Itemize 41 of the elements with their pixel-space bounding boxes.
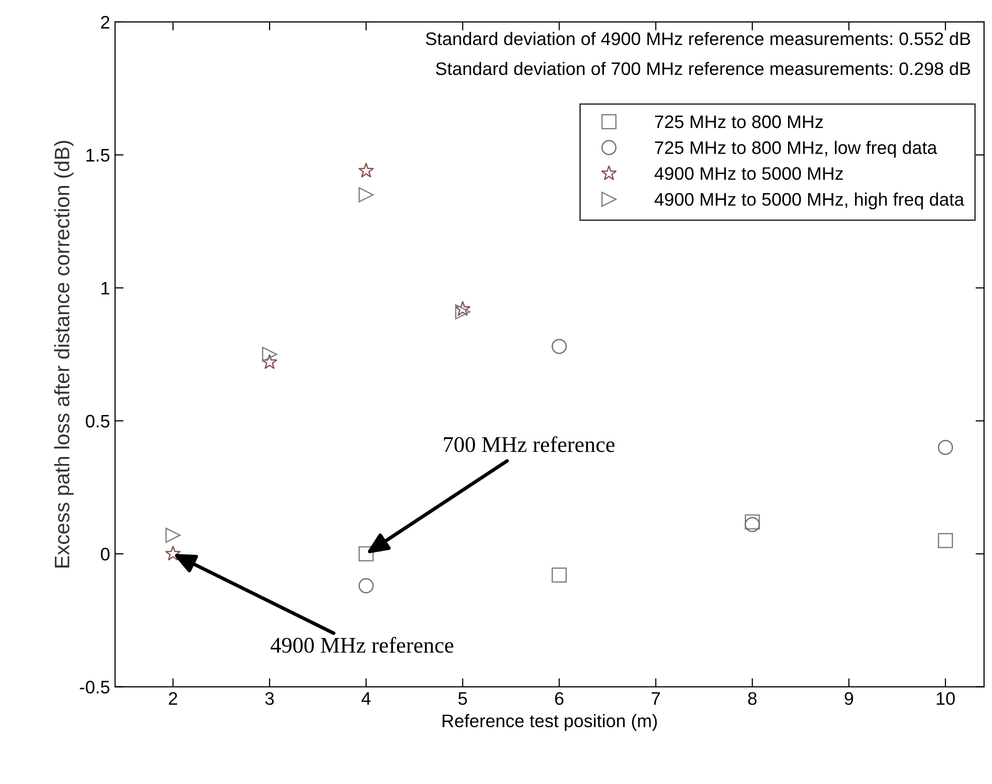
- point: [744, 516, 760, 532]
- legend-label: 725 MHz to 800 MHz: [655, 115, 823, 128]
- x-tick-label: 6: [555, 692, 564, 705]
- y-tick-label: -0.5: [80, 680, 110, 694]
- point: [552, 338, 567, 354]
- y-tick-label: 2: [101, 16, 110, 28]
- y-tick-label: 0.5: [86, 414, 110, 428]
- y-axis-title: Excess path loss after distance correction (dB): [54, 140, 74, 568]
- point: [165, 528, 181, 543]
- y-tick-label: 1.5: [86, 149, 110, 162]
- point: [262, 354, 278, 370]
- point: [358, 578, 374, 594]
- x-tick-label: 8: [748, 692, 757, 705]
- legend-label: 4900 MHz to 5000 MHz: [654, 167, 843, 180]
- y-tick-label: 1: [102, 282, 110, 294]
- point: [358, 187, 374, 202]
- x-tick-label: 5: [458, 692, 467, 705]
- annotation: Standard deviation of 700 MHz reference measurements: 0.298 dB: [436, 62, 970, 76]
- point: [744, 514, 760, 530]
- annotation: 700 MHz reference: [444, 436, 614, 452]
- point: [938, 532, 954, 548]
- legend-label: 725 MHz to 800 MHz, low freq data: [655, 140, 938, 158]
- y-tick-label: 0: [100, 548, 110, 561]
- point: [262, 346, 278, 362]
- point: [938, 440, 954, 456]
- x-tick-label: 10: [936, 692, 955, 705]
- x-tick-label: 2: [168, 692, 178, 705]
- legend-label: 4900 MHz to 5000 MHz, high freq data: [654, 192, 964, 210]
- x-tick-label: 4: [362, 692, 371, 705]
- point: [358, 546, 374, 562]
- annotation: Standard deviation of 4900 MHz reference measurements: 0.552 dB: [426, 32, 970, 46]
- x-axis-title: Reference test position (m): [442, 714, 657, 731]
- annotation: 4900 MHz reference: [270, 636, 454, 653]
- point: [358, 162, 374, 178]
- point: [552, 568, 567, 583]
- point: [455, 304, 470, 320]
- x-tick-label: 7: [652, 692, 660, 705]
- x-tick-label: 3: [265, 692, 274, 705]
- x-tick-label: 9: [844, 692, 854, 705]
- point: [165, 546, 181, 561]
- point: [454, 300, 471, 316]
